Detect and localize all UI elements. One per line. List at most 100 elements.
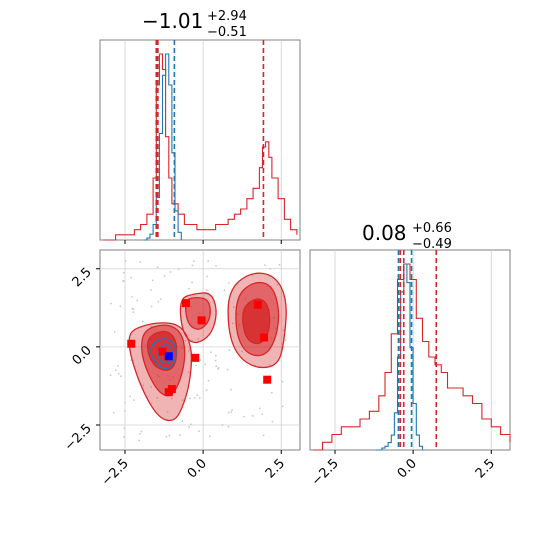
marginal-1-blue-hist (143, 53, 182, 241)
red-contour-level-2 (242, 298, 271, 345)
scatter-point (189, 397, 192, 400)
scatter-point (179, 433, 181, 436)
scatter-point (151, 279, 154, 282)
title-1-main: −1.01 (142, 9, 203, 33)
scatter-point (188, 287, 190, 290)
tick-labels: −2.5 0.0 2.5 −2.5 0.0 2.5 −2.5 0.0 2.5 (62, 240, 498, 489)
marginal-1-red-hist (103, 53, 298, 241)
scatter-point (188, 371, 190, 374)
title-2-sup: +0.66 (412, 221, 452, 236)
scatter-point (230, 388, 233, 391)
x-tick-label: −2.5 (309, 456, 342, 489)
scatter-point (181, 419, 184, 422)
scatter-point (124, 401, 126, 404)
scatter-point (123, 410, 126, 412)
title-1-sup: +2.94 (207, 9, 247, 24)
scatter-point (231, 409, 233, 411)
scatter-point (188, 426, 191, 428)
scatter-point (132, 311, 135, 314)
scatter-point (122, 271, 125, 274)
scatter-point (271, 420, 274, 423)
red-marker (260, 333, 269, 342)
x-tick-label: −2.5 (99, 456, 132, 489)
scatter-point (124, 260, 127, 262)
scatter-point (139, 261, 142, 263)
scatter-point (198, 397, 201, 399)
scatter-point (204, 363, 206, 366)
title-param-2: 0.08 +0.66 −0.49 (362, 221, 452, 252)
scatter-point (117, 365, 119, 367)
red-marker (127, 339, 136, 348)
marginal-1-frame (99, 39, 301, 241)
scatter-point (112, 411, 115, 414)
scatter-point (150, 289, 152, 291)
scatter-point (132, 308, 135, 311)
scatter-point (160, 298, 162, 300)
scatter-point (117, 372, 120, 375)
scatter-point (139, 432, 141, 435)
x-tick-label: 0.0 (185, 456, 210, 481)
title-1-sub: −0.51 (207, 25, 247, 40)
scatter-point (206, 275, 209, 278)
scatter-point (210, 351, 212, 354)
scatter-point (199, 359, 202, 362)
scatter-point (169, 271, 172, 273)
scatter-point (208, 435, 211, 438)
scatter-point (226, 368, 229, 371)
red-marker (181, 299, 190, 308)
marginal-1-panel (103, 40, 298, 241)
scatter-point (157, 300, 160, 303)
scatter-point (205, 289, 208, 291)
scatter-point (243, 415, 245, 418)
joint-frame (99, 249, 301, 451)
scatter-point (231, 322, 234, 325)
scatter-point (197, 338, 200, 340)
scatter-point (281, 405, 284, 408)
scatter-point (241, 350, 244, 353)
scatter-point (230, 411, 233, 413)
red-marker (197, 316, 206, 325)
scatter-point (258, 407, 261, 410)
scatter-point (150, 386, 153, 388)
red-marker (164, 388, 173, 397)
scatter-point (278, 263, 281, 266)
scatter-point (131, 295, 133, 298)
scatter-point (133, 399, 135, 401)
scatter-point (215, 264, 217, 267)
scatter-point (156, 266, 159, 269)
scatter-point (168, 434, 171, 437)
scatter-point (284, 339, 287, 341)
scatter-point (184, 339, 187, 342)
scatter-point (196, 394, 199, 397)
title-2-main: 0.08 (362, 221, 407, 245)
scatter-point (207, 379, 210, 382)
scatter-point (190, 423, 192, 426)
y-tick-label: 2.5 (70, 265, 95, 290)
scatter-point (191, 281, 193, 284)
y-tick-label: 0.0 (70, 343, 95, 368)
scatter-point (228, 349, 231, 352)
scatter-point (269, 364, 271, 367)
scatter-point (261, 413, 264, 416)
scatter-point (207, 260, 210, 263)
scatter-point (123, 435, 126, 438)
scatter-point (136, 299, 139, 302)
scatter-point (193, 260, 195, 263)
scatter-point (166, 410, 169, 413)
scatter-point (232, 306, 235, 308)
scatter-point (276, 283, 279, 286)
scatter-point (228, 282, 230, 284)
scatter-point (269, 267, 272, 270)
scatter-point (195, 364, 197, 367)
scatter-point (187, 349, 190, 352)
joint-panel (100, 250, 300, 450)
scatter-point (181, 399, 184, 402)
scatter-point (110, 302, 112, 305)
title-2-sub: −0.49 (412, 237, 452, 252)
scatter-point (193, 396, 196, 399)
red-marker (158, 347, 167, 356)
scatter-point (214, 359, 217, 362)
scatter-point (198, 430, 200, 433)
y-tick-label: −2.5 (62, 421, 95, 454)
scatter-point (156, 396, 159, 399)
